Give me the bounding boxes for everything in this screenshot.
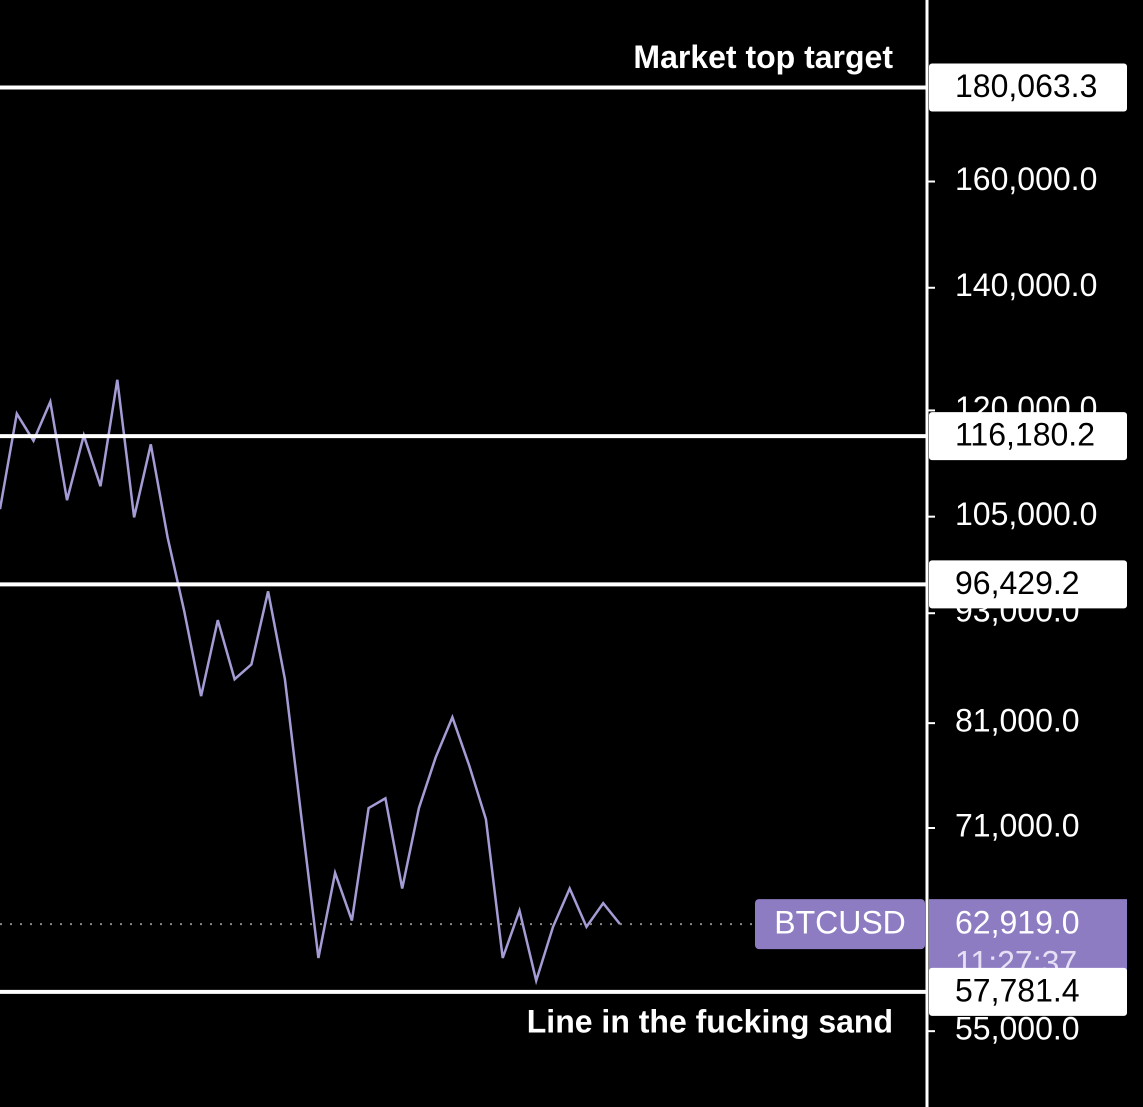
level-badge bbox=[929, 560, 1127, 609]
y-tick-label: 140,000.0 bbox=[955, 267, 1097, 303]
symbol-badge bbox=[755, 899, 925, 950]
symbol-label: BTCUSD bbox=[774, 905, 906, 941]
level-badge bbox=[929, 63, 1127, 112]
level-price-label: 57,781.4 bbox=[955, 972, 1080, 1008]
y-tick-label: 160,000.0 bbox=[955, 161, 1097, 197]
y-tick-label: 71,000.0 bbox=[955, 807, 1080, 843]
level-price-label: 116,180.2 bbox=[955, 417, 1095, 453]
level-badge bbox=[929, 967, 1127, 1016]
y-tick-label: 105,000.0 bbox=[955, 496, 1097, 532]
y-tick-label: 81,000.0 bbox=[955, 703, 1080, 739]
level-price-label: 96,429.2 bbox=[955, 565, 1080, 601]
price-line bbox=[0, 379, 621, 986]
y-tick-label: 55,000.0 bbox=[955, 1011, 1080, 1047]
level-price-label: 180,063.3 bbox=[955, 68, 1097, 104]
level-text: Market top target bbox=[633, 39, 893, 75]
level-text: Line in the fucking sand bbox=[527, 1003, 893, 1039]
price-label: 62,919.0 bbox=[955, 905, 1080, 941]
level-badge bbox=[929, 412, 1127, 461]
